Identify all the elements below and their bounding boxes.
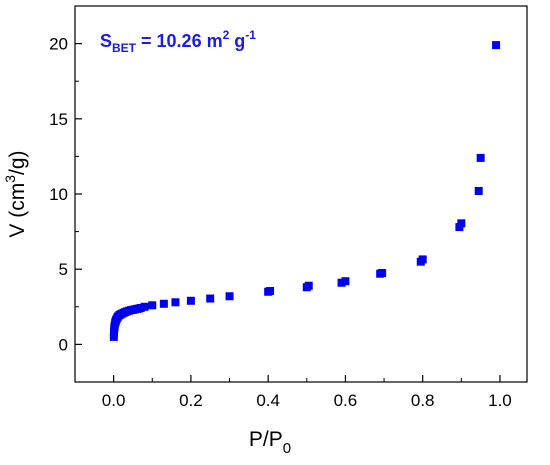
x-tick-label: 0.4 — [256, 391, 280, 410]
data-point — [492, 41, 501, 50]
x-tick-label: 0.6 — [334, 391, 358, 410]
x-axis-title-main: P/P — [249, 428, 283, 451]
x-axis-title-sub: 0 — [283, 440, 291, 457]
y-axis-title: V (cm3/g) — [2, 150, 29, 237]
data-point — [171, 298, 180, 307]
data-point — [457, 219, 466, 228]
y-tick-label: 0 — [59, 335, 68, 354]
data-point — [304, 281, 313, 290]
annotation-sup-neg1: -1 — [245, 28, 256, 42]
data-point — [418, 255, 427, 264]
y-axis-title-pre: V (cm — [6, 183, 29, 238]
data-point — [341, 277, 350, 286]
y-tick-label: 20 — [49, 35, 68, 54]
x-axis-ticks: 0.0 0.2 0.4 0.6 0.8 1.0 — [102, 375, 512, 410]
data-point — [109, 332, 118, 341]
data-point — [140, 302, 149, 311]
x-tick-label: 0.8 — [411, 391, 435, 410]
annotation-unit-g: g — [229, 31, 245, 51]
annotation-sbet: SBET = 10.26 m2 g-1 — [100, 28, 256, 55]
x-tick-label: 0.0 — [102, 391, 126, 410]
data-points — [109, 41, 501, 341]
data-point — [225, 292, 234, 301]
x-tick-label: 1.0 — [488, 391, 512, 410]
annotation-s: S — [100, 31, 112, 51]
y-axis-title-post: /g) — [6, 150, 29, 175]
annotation-sub-bet: BET — [112, 41, 137, 55]
x-axis-title: P/P0 — [249, 428, 291, 457]
data-point — [266, 287, 275, 296]
data-point — [148, 301, 157, 310]
plot-frame — [74, 5, 528, 383]
x-tick-label: 0.2 — [179, 391, 203, 410]
data-point — [474, 186, 483, 195]
annotation-sup-2: 2 — [223, 28, 230, 42]
data-point — [206, 294, 215, 303]
data-point — [159, 299, 168, 308]
data-point — [186, 296, 195, 305]
annotation-value: = 10.26 m — [136, 31, 223, 51]
data-point — [378, 268, 387, 277]
y-tick-label: 5 — [59, 260, 68, 279]
y-axis-ticks: 0 5 10 15 20 — [49, 35, 82, 354]
data-point — [476, 153, 485, 162]
y-axis-title-sup: 3 — [2, 175, 18, 183]
y-tick-label: 10 — [49, 185, 68, 204]
y-tick-label: 15 — [49, 110, 68, 129]
